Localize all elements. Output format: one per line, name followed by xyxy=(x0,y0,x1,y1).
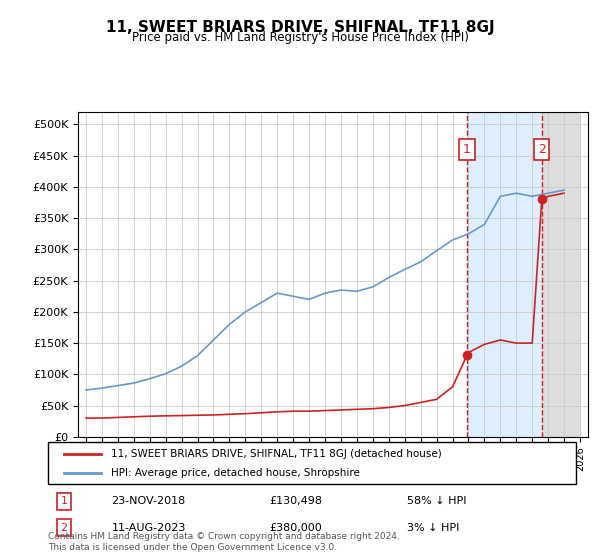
Text: 3% ↓ HPI: 3% ↓ HPI xyxy=(407,522,460,533)
Text: 11, SWEET BRIARS DRIVE, SHIFNAL, TF11 8GJ (detached house): 11, SWEET BRIARS DRIVE, SHIFNAL, TF11 8G… xyxy=(112,449,442,459)
Text: HPI: Average price, detached house, Shropshire: HPI: Average price, detached house, Shro… xyxy=(112,468,360,478)
Text: £380,000: £380,000 xyxy=(270,522,323,533)
FancyBboxPatch shape xyxy=(48,442,576,484)
Text: Price paid vs. HM Land Registry's House Price Index (HPI): Price paid vs. HM Land Registry's House … xyxy=(131,31,469,44)
Text: 2: 2 xyxy=(538,143,546,156)
Text: 58% ↓ HPI: 58% ↓ HPI xyxy=(407,496,467,506)
Text: 1: 1 xyxy=(463,143,471,156)
Bar xyxy=(542,112,580,437)
Text: 23-NOV-2018: 23-NOV-2018 xyxy=(112,496,185,506)
Text: 1: 1 xyxy=(61,496,67,506)
Text: 11-AUG-2023: 11-AUG-2023 xyxy=(112,522,186,533)
Text: Contains HM Land Registry data © Crown copyright and database right 2024.
This d: Contains HM Land Registry data © Crown c… xyxy=(48,532,400,552)
Text: 2: 2 xyxy=(60,522,67,533)
Text: £130,498: £130,498 xyxy=(270,496,323,506)
Bar xyxy=(467,112,542,437)
Text: 11, SWEET BRIARS DRIVE, SHIFNAL, TF11 8GJ: 11, SWEET BRIARS DRIVE, SHIFNAL, TF11 8G… xyxy=(106,20,494,35)
